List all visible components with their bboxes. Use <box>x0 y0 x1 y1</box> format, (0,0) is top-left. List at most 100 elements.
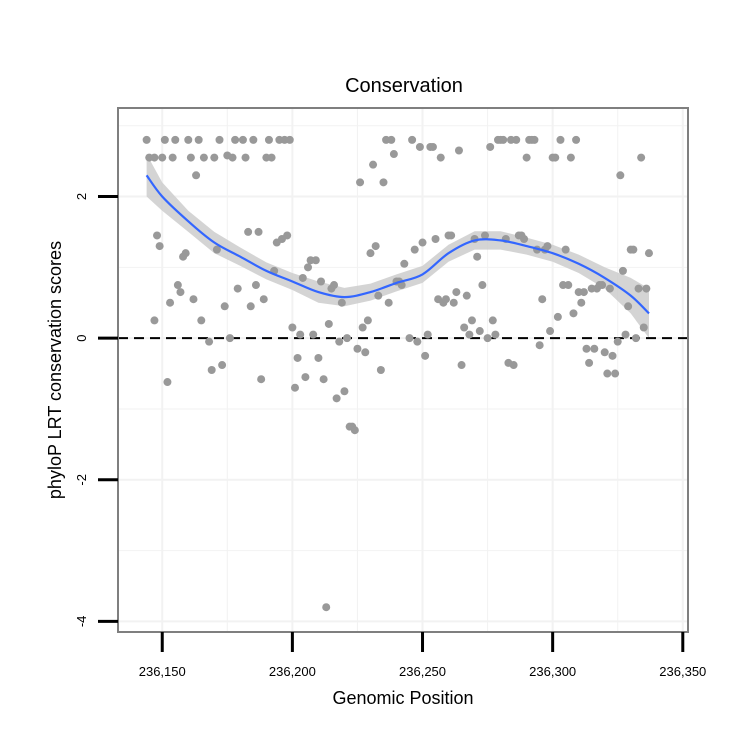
data-point <box>423 330 432 339</box>
data-point <box>486 142 495 151</box>
x-tick-label: 236,150 <box>139 664 186 679</box>
data-point <box>483 334 492 343</box>
data-point <box>220 302 229 311</box>
data-point <box>212 245 221 254</box>
data-point <box>163 378 172 387</box>
data-point <box>387 135 396 144</box>
data-point <box>337 298 346 307</box>
data-point <box>590 344 599 353</box>
data-point <box>358 323 367 332</box>
data-point <box>418 238 427 247</box>
data-point <box>189 295 198 304</box>
y-tick-label: 2 <box>74 193 89 200</box>
data-point <box>637 153 646 162</box>
data-point <box>153 231 162 240</box>
data-point <box>218 361 227 370</box>
data-point <box>361 348 370 357</box>
data-point <box>530 135 539 144</box>
data-point <box>332 394 341 403</box>
data-point <box>238 135 247 144</box>
data-point <box>142 135 151 144</box>
data-point <box>457 361 466 370</box>
data-point <box>264 135 273 144</box>
plot-frame <box>117 107 689 633</box>
data-point <box>363 316 372 325</box>
data-point <box>603 369 612 378</box>
data-point <box>405 334 414 343</box>
data-point <box>522 153 531 162</box>
data-point <box>298 273 307 282</box>
data-point <box>309 330 318 339</box>
data-point <box>408 135 417 144</box>
data-point <box>582 344 591 353</box>
data-point <box>181 249 190 258</box>
data-point <box>546 327 555 336</box>
chart-title: Conservation <box>345 75 463 97</box>
data-point <box>241 153 250 162</box>
data-point <box>283 231 292 240</box>
data-point <box>467 316 476 325</box>
data-point <box>173 281 182 290</box>
data-point <box>475 327 484 336</box>
data-point <box>621 330 630 339</box>
data-point <box>499 135 508 144</box>
data-point <box>311 256 320 265</box>
data-point <box>634 284 643 293</box>
data-point <box>304 263 312 272</box>
data-point <box>579 288 588 297</box>
data-point <box>343 334 352 343</box>
data-point <box>340 387 349 396</box>
data-point <box>389 150 398 159</box>
data-point <box>249 135 258 144</box>
data-point <box>330 281 339 290</box>
x-tick-label: 236,200 <box>269 664 316 679</box>
plot-panel <box>118 108 688 632</box>
data-point <box>585 358 594 367</box>
data-point <box>207 366 216 374</box>
data-point <box>512 135 521 144</box>
data-point <box>210 153 219 162</box>
data-point <box>285 135 294 144</box>
data-point <box>509 361 518 370</box>
data-point <box>566 153 575 162</box>
y-tick-label: -2 <box>74 474 89 486</box>
data-point <box>436 153 445 162</box>
data-point <box>290 383 299 392</box>
data-point <box>478 281 487 290</box>
y-axis-label: phyloP LRT conservation scores <box>45 241 65 499</box>
data-point <box>205 337 214 346</box>
data-point <box>366 249 375 258</box>
data-point <box>244 227 253 236</box>
data-point <box>150 153 159 162</box>
data-point <box>600 348 609 357</box>
data-point <box>374 291 383 300</box>
data-point <box>572 135 581 144</box>
data-point <box>569 309 578 318</box>
data-point <box>616 171 625 180</box>
data-point <box>317 277 326 286</box>
data-point <box>314 353 323 362</box>
data-point <box>168 153 177 162</box>
data-point <box>431 235 440 243</box>
data-point <box>561 245 570 254</box>
smooth-fit-line <box>145 174 650 315</box>
data-point <box>194 135 203 144</box>
data-point <box>452 288 461 297</box>
x-axis-label: Genomic Position <box>332 688 473 708</box>
data-point <box>197 316 206 325</box>
data-point <box>473 252 482 261</box>
data-point <box>491 330 500 339</box>
data-point <box>293 353 302 362</box>
x-tick-label: 236,250 <box>399 664 446 679</box>
data-point <box>158 153 167 162</box>
data-point <box>166 298 175 307</box>
y-axis: -4 -2 0 2 <box>74 193 118 627</box>
data-point <box>488 316 497 325</box>
smooth-line-group <box>145 174 650 315</box>
data-point <box>400 259 409 268</box>
data-point <box>556 135 565 144</box>
data-point <box>462 291 471 300</box>
data-point <box>251 281 260 290</box>
data-point <box>520 235 529 243</box>
